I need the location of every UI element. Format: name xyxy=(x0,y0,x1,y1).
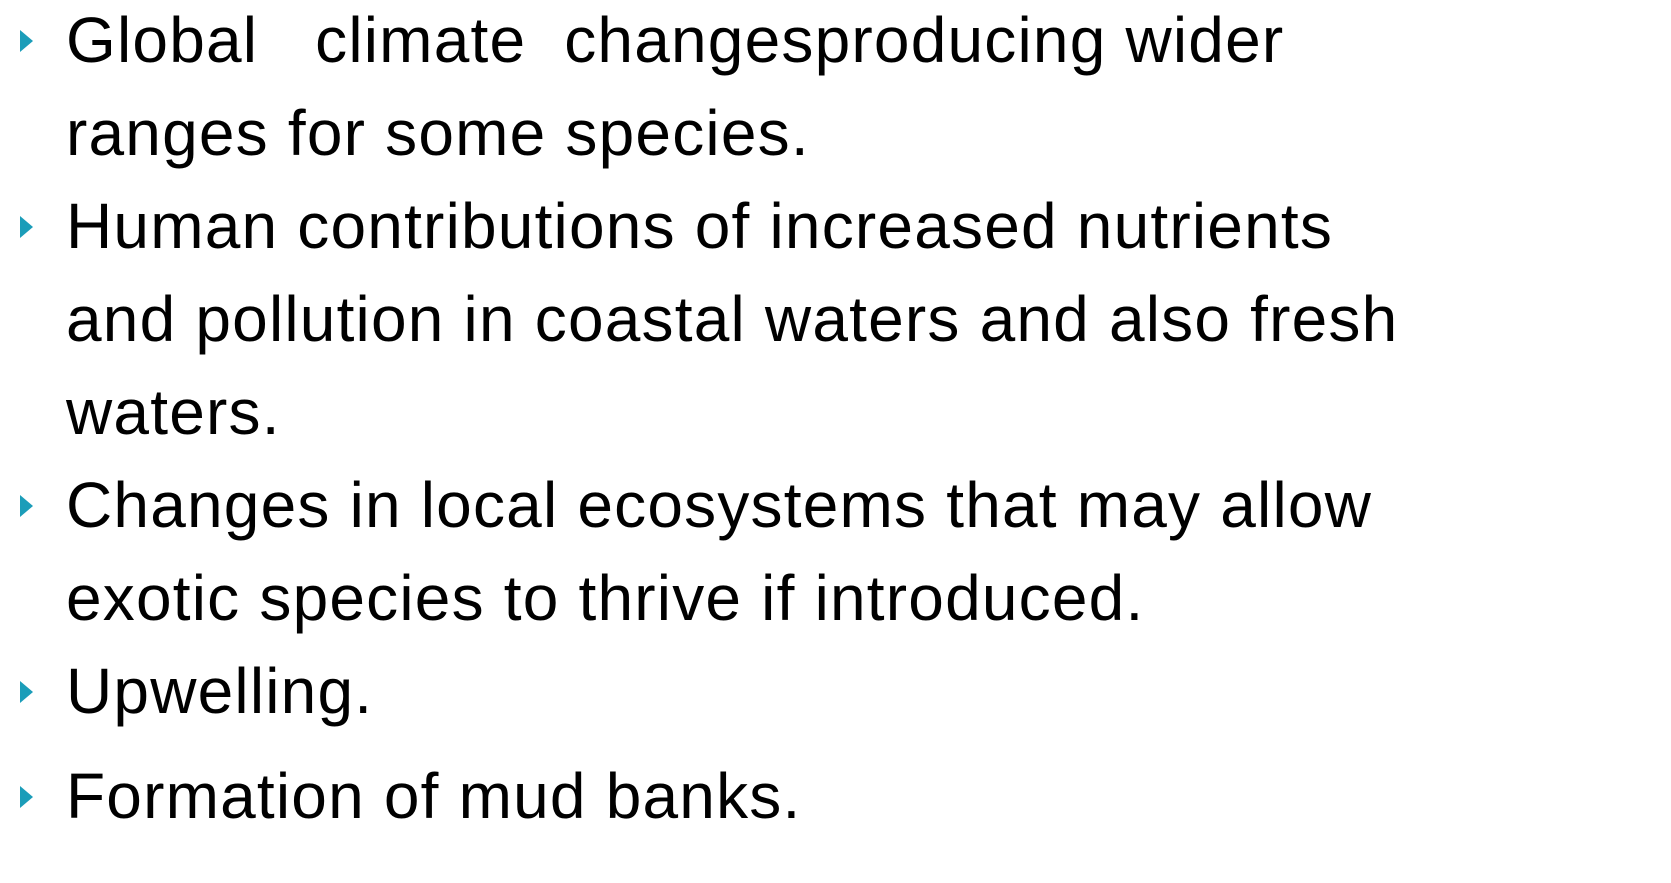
bullet-text: Changes in local ecosystems that may all… xyxy=(66,469,1373,541)
bullet-text: waters. xyxy=(66,376,281,448)
bullet-text: exotic species to thrive if introduced. xyxy=(66,562,1145,634)
bullet-item: Changes in local ecosystems that may all… xyxy=(0,459,1671,645)
bullet-text: Upwelling. xyxy=(66,655,374,727)
bullet-marker xyxy=(20,495,33,517)
bullet-item: Human contributions of increased nutrien… xyxy=(0,180,1671,459)
bullet-text: ranges for some species. xyxy=(66,97,810,169)
bullet-item: Upwelling. xyxy=(0,645,1671,738)
bullet-item: Formation of mud banks. xyxy=(0,750,1671,843)
bullet-marker xyxy=(20,216,33,238)
bullet-item: Global climate changesproducing wider ra… xyxy=(0,0,1671,180)
bullet-marker xyxy=(20,786,33,808)
bullet-text: Formation of mud banks. xyxy=(66,760,802,832)
bullet-text: Global climate changesproducing wider xyxy=(66,4,1285,76)
bullet-marker xyxy=(20,681,33,703)
bullet-text: Human contributions of increased nutrien… xyxy=(66,190,1334,262)
bullet-text: and pollution in coastal waters and also… xyxy=(66,283,1399,355)
bullet-marker xyxy=(20,30,33,52)
bullet-list: Global climate changesproducing wider ra… xyxy=(0,0,1671,843)
